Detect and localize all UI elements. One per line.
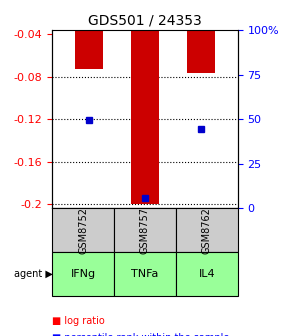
Bar xyxy=(187,30,215,73)
Text: TNFa: TNFa xyxy=(131,269,159,279)
Text: agent ▶: agent ▶ xyxy=(14,269,53,279)
Text: GSM8762: GSM8762 xyxy=(202,207,212,254)
Text: IFNg: IFNg xyxy=(70,269,96,279)
Text: GSM8752: GSM8752 xyxy=(78,207,88,254)
Text: GSM8757: GSM8757 xyxy=(140,207,150,254)
Bar xyxy=(75,30,103,70)
Bar xyxy=(131,30,159,204)
Text: ■ percentile rank within the sample: ■ percentile rank within the sample xyxy=(52,333,230,336)
Title: GDS501 / 24353: GDS501 / 24353 xyxy=(88,14,202,28)
Text: IL4: IL4 xyxy=(199,269,215,279)
Text: ■ log ratio: ■ log ratio xyxy=(52,316,105,326)
